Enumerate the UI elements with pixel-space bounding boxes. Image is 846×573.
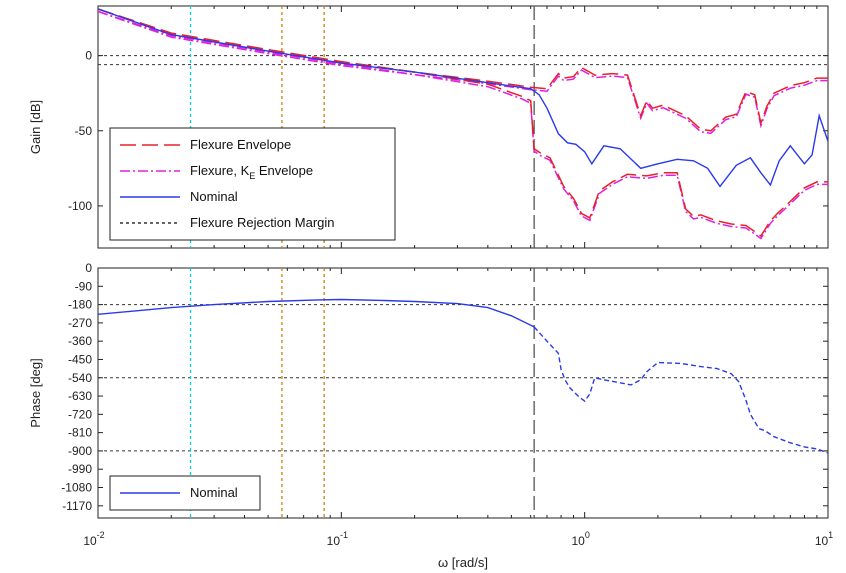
phase-ytick-label: -90 — [75, 279, 93, 293]
gain-lines — [98, 6, 828, 248]
phase-ytick-label: -450 — [68, 352, 92, 366]
phase-ytick-label: -360 — [68, 334, 92, 348]
flexure-envelope-line — [98, 8, 828, 132]
x-tick-label: 10-2 — [83, 530, 104, 548]
legend-box — [109, 475, 261, 511]
nominal-phase-line — [98, 298, 535, 328]
phase-lines — [98, 268, 828, 518]
phase-ytick-label: -180 — [68, 298, 92, 312]
x-axis-label: ω [rad/s] — [438, 555, 488, 570]
phase-ytick-label: -1170 — [62, 499, 92, 513]
phase-legend: Nominal — [109, 475, 261, 511]
phase-ytick-label: -990 — [68, 462, 92, 476]
x-tick-label: 101 — [815, 530, 833, 548]
x-tick-label: 10-1 — [327, 530, 348, 548]
legend-label: Nominal — [190, 189, 238, 204]
legend-label: Flexure, KE Envelope — [190, 163, 313, 181]
frequency-axis: 10-2 10-1 100 101 ω [rad/s] — [83, 530, 833, 570]
phase-ytick-label: -1080 — [61, 481, 92, 495]
legend-label: Nominal — [190, 485, 238, 500]
phase-ytick-label: -810 — [68, 426, 92, 440]
phase-ytick-label: -270 — [68, 316, 92, 330]
phase-panel: 0 -90 -180 -270 -360 -450 -540 -630 -720 -810 -900… — [28, 261, 829, 519]
x-tick-label: 100 — [571, 530, 589, 548]
phase-ytick-label: -540 — [68, 371, 92, 385]
legend-label: Flexure Rejection Margin — [190, 215, 335, 230]
gain-ytick-label: -50 — [75, 124, 93, 138]
gain-ytick-label: 0 — [85, 49, 92, 63]
flexure-envelope-line — [98, 8, 828, 238]
phase-ytick-label: -720 — [68, 407, 92, 421]
gain-ytick-label: -100 — [68, 199, 92, 213]
phase-ytick-label: -900 — [68, 444, 92, 458]
flexure-ke-envelope-line — [98, 10, 828, 240]
legend-label: Flexure Envelope — [190, 137, 291, 152]
gain-ylabel: Gain [dB] — [28, 100, 43, 154]
legend-box — [109, 127, 396, 241]
phase-ytick-label: 0 — [85, 261, 92, 275]
gain-legend: Flexure Envelope Flexure, KE Envelope Nomi… — [109, 127, 396, 241]
phase-ylabel: Phase [deg] — [28, 358, 43, 427]
flexure-ke-envelope-line — [98, 10, 828, 135]
phase-ytick-label: -630 — [68, 389, 92, 403]
nominal-gain-line — [98, 8, 828, 188]
